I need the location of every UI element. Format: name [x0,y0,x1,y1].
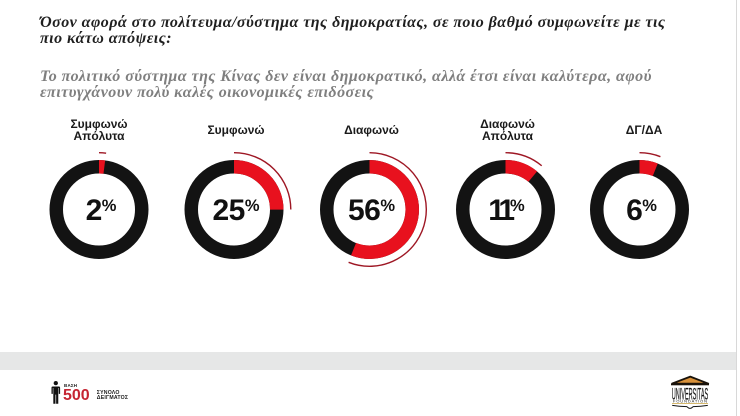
svg-text:UNIVERSITAS: UNIVERSITAS [672,385,709,403]
svg-text:FOUNDATION: FOUNDATION [673,399,707,404]
